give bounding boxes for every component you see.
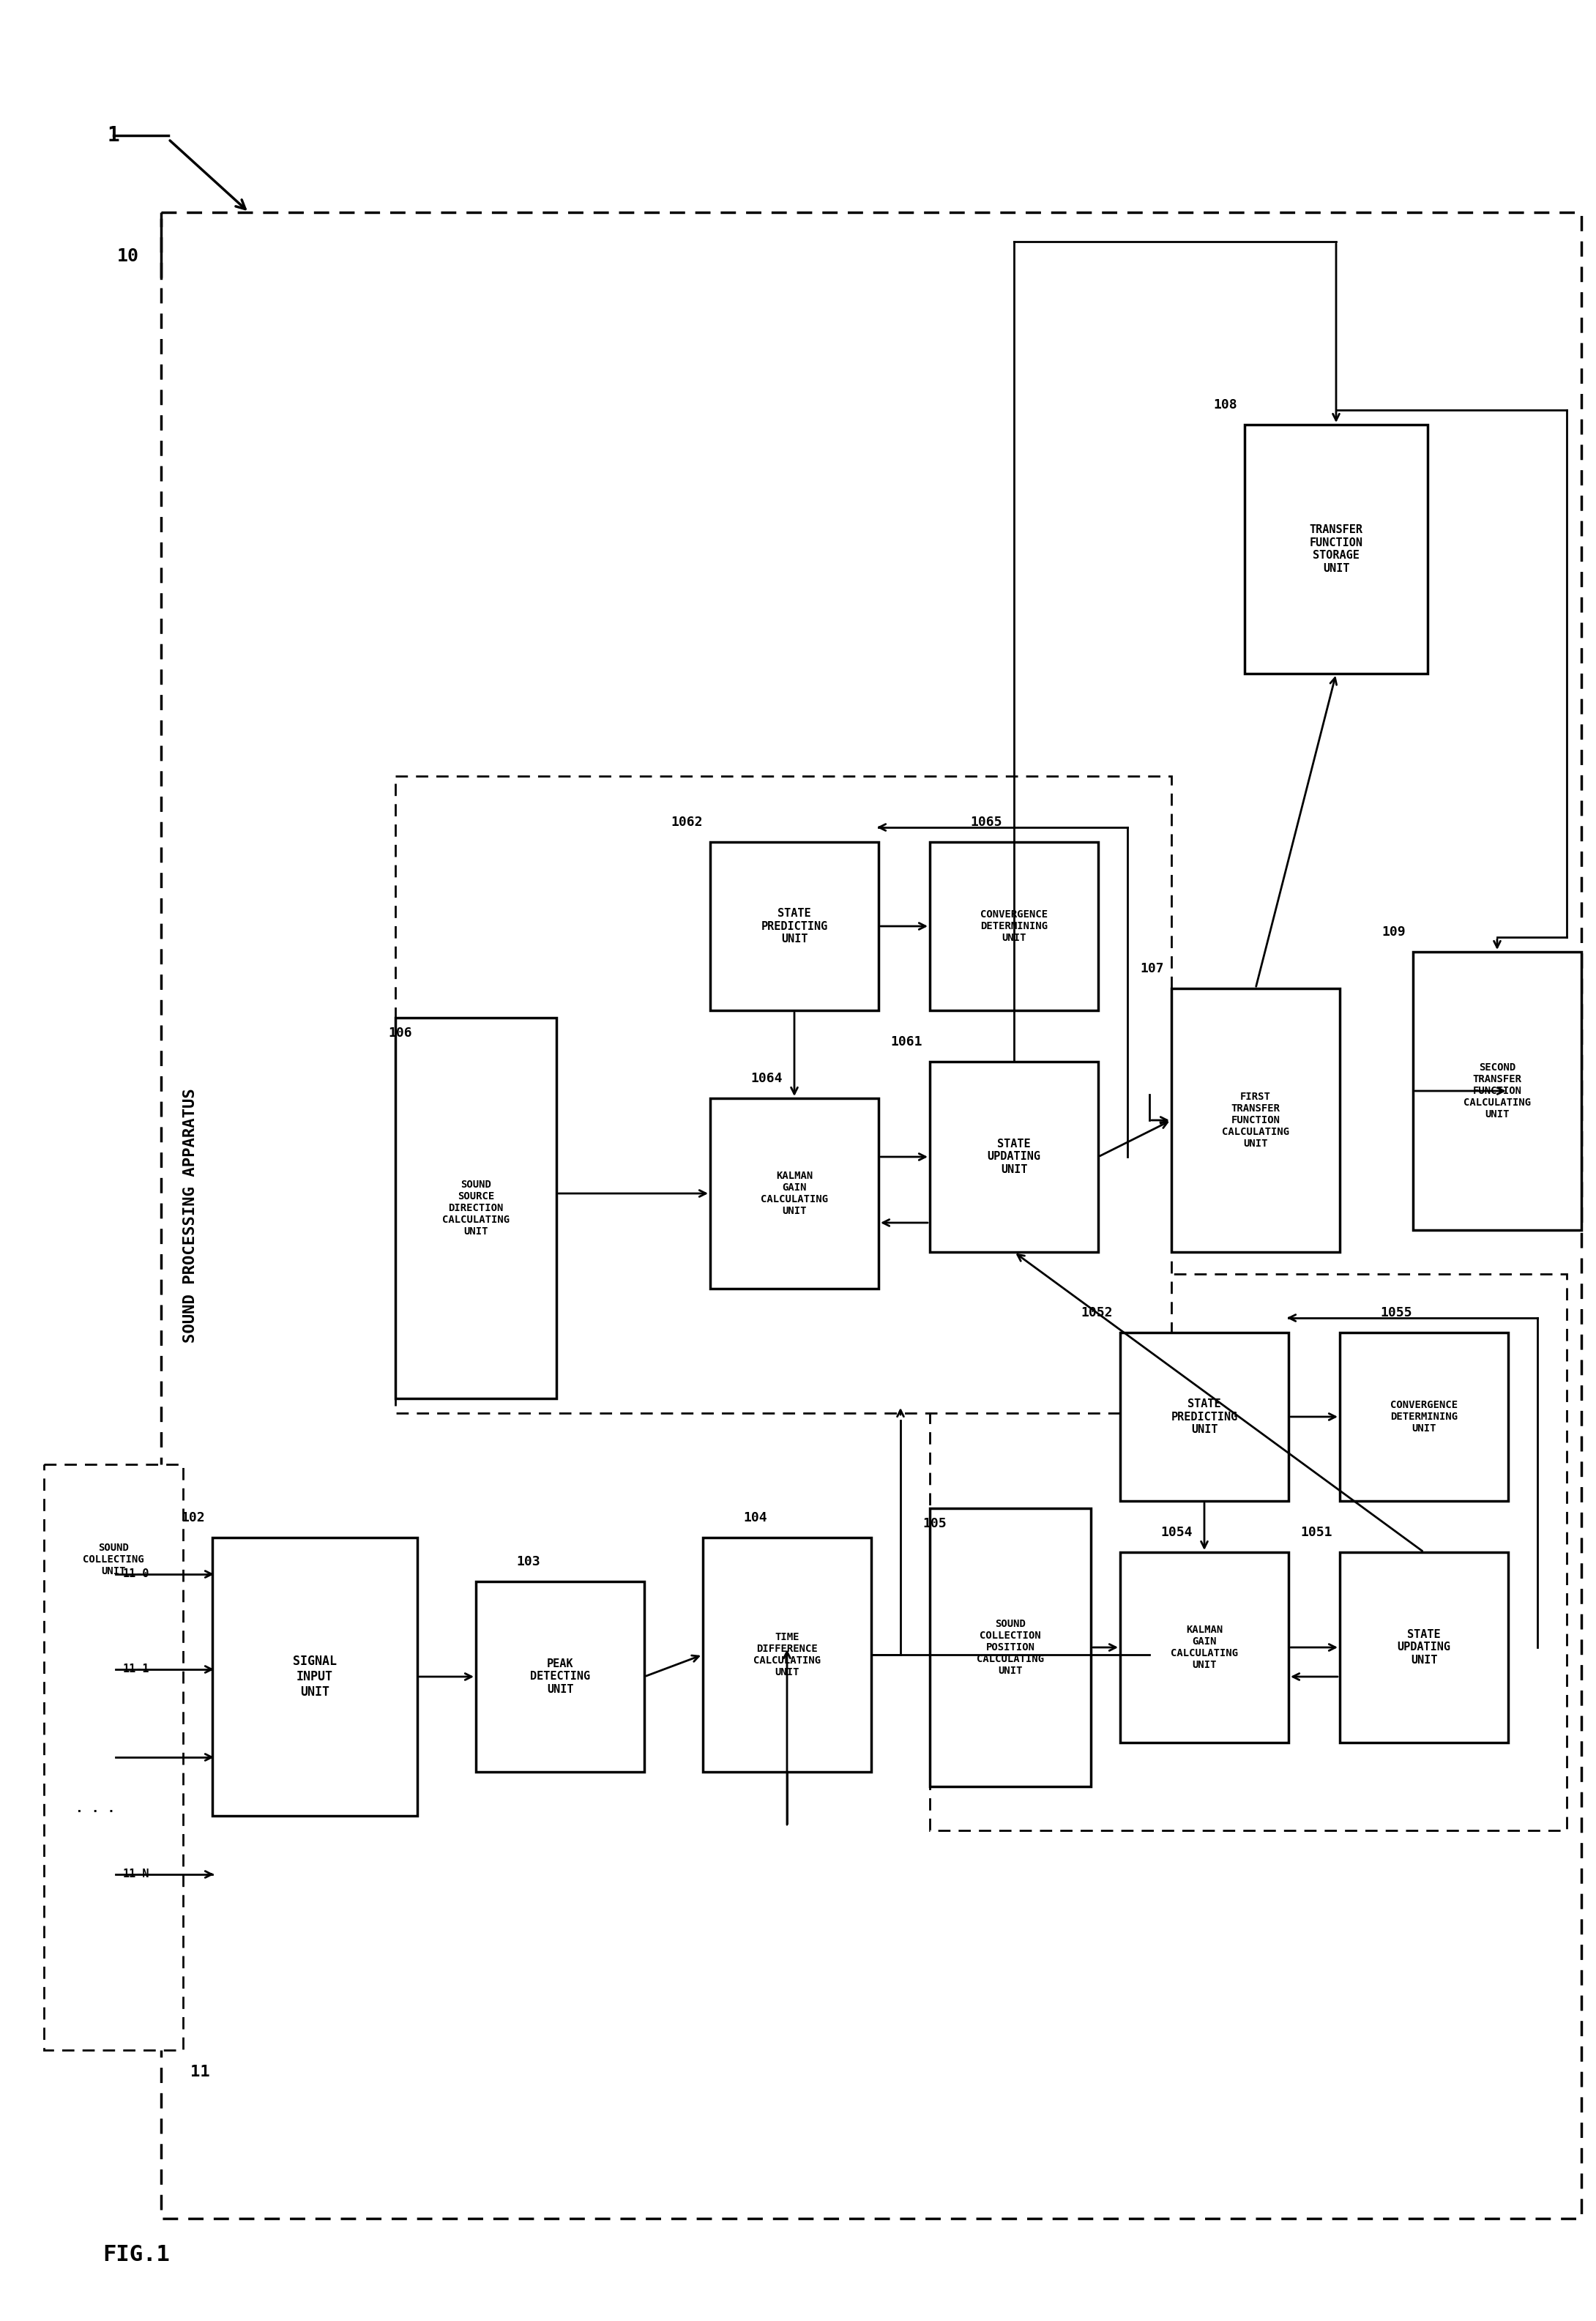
Text: 1055: 1055 — [1381, 1307, 1412, 1318]
Bar — [161, 211, 1582, 2219]
Text: 106: 106 — [388, 1026, 412, 1040]
Circle shape — [75, 1736, 115, 1778]
Text: FIRST
TRANSFER
FUNCTION
CALCULATING
UNIT: FIRST TRANSFER FUNCTION CALCULATING UNIT — [1223, 1091, 1290, 1149]
Text: 11-0: 11-0 — [123, 1569, 150, 1581]
Text: KALMAN
GAIN
CALCULATING
UNIT: KALMAN GAIN CALCULATING UNIT — [1170, 1625, 1238, 1671]
Text: 11-1: 11-1 — [123, 1664, 150, 1676]
Circle shape — [75, 1648, 115, 1690]
Text: STATE
PREDICTING
UNIT: STATE PREDICTING UNIT — [1171, 1400, 1238, 1434]
Text: SECOND
TRANSFER
FUNCTION
CALCULATING
UNIT: SECOND TRANSFER FUNCTION CALCULATING UNI… — [1464, 1063, 1531, 1119]
Text: SOUND
COLLECTION
POSITION
CALCULATING
UNIT: SOUND COLLECTION POSITION CALCULATING UN… — [977, 1618, 1044, 1676]
Text: SOUND
SOURCE
DIRECTION
CALCULATING
UNIT: SOUND SOURCE DIRECTION CALCULATING UNIT — [442, 1179, 509, 1237]
Bar — [710, 843, 878, 1010]
Text: TIME
DIFFERENCE
CALCULATING
UNIT: TIME DIFFERENCE CALCULATING UNIT — [753, 1632, 820, 1678]
Text: STATE
UPDATING
UNIT: STATE UPDATING UNIT — [1396, 1629, 1451, 1666]
Text: SOUND PROCESSING APPARATUS: SOUND PROCESSING APPARATUS — [184, 1089, 198, 1344]
Bar — [702, 1537, 871, 1771]
Text: 10: 10 — [117, 248, 139, 265]
Text: STATE
PREDICTING
UNIT: STATE PREDICTING UNIT — [761, 908, 828, 945]
Text: CONVERGENCE
DETERMINING
UNIT: CONVERGENCE DETERMINING UNIT — [980, 910, 1047, 942]
Circle shape — [75, 1854, 115, 1894]
Bar — [710, 1098, 878, 1288]
Bar — [212, 1537, 417, 1815]
Text: TRANSFER
FUNCTION
STORAGE
UNIT: TRANSFER FUNCTION STORAGE UNIT — [1309, 525, 1363, 573]
Text: 1051: 1051 — [1301, 1525, 1333, 1539]
Text: 11: 11 — [190, 2066, 211, 2080]
Text: 105: 105 — [922, 1518, 946, 1530]
Bar — [930, 843, 1098, 1010]
Text: KALMAN
GAIN
CALCULATING
UNIT: KALMAN GAIN CALCULATING UNIT — [761, 1170, 828, 1216]
Text: 107: 107 — [1140, 963, 1163, 975]
Bar — [396, 1017, 557, 1400]
Bar — [1120, 1553, 1288, 1743]
Text: 1061: 1061 — [891, 1035, 922, 1049]
Text: 1062: 1062 — [670, 815, 702, 829]
Text: 109: 109 — [1382, 926, 1406, 938]
Text: 1065: 1065 — [970, 815, 1002, 829]
Text: 103: 103 — [516, 1555, 539, 1569]
Text: FIG.1: FIG.1 — [102, 2244, 169, 2265]
Text: 102: 102 — [180, 1511, 204, 1525]
Text: . . .: . . . — [75, 1801, 115, 1815]
Bar — [930, 1061, 1098, 1251]
Text: 1052: 1052 — [1080, 1307, 1112, 1318]
Bar — [1339, 1553, 1508, 1743]
Text: 1054: 1054 — [1160, 1525, 1192, 1539]
Text: 104: 104 — [744, 1511, 768, 1525]
Bar — [930, 1509, 1090, 1787]
Text: 1064: 1064 — [750, 1072, 782, 1086]
Text: PEAK
DETECTING
UNIT: PEAK DETECTING UNIT — [530, 1660, 591, 1694]
Bar — [396, 775, 1171, 1413]
Bar — [1120, 1332, 1288, 1502]
Bar — [1171, 989, 1339, 1251]
Text: SOUND
COLLECTING
UNIT: SOUND COLLECTING UNIT — [83, 1543, 144, 1576]
Text: 1: 1 — [107, 125, 120, 146]
Bar — [1339, 1332, 1508, 1502]
Text: 108: 108 — [1213, 399, 1237, 411]
Bar — [1245, 425, 1427, 673]
Circle shape — [75, 1553, 115, 1595]
Text: STATE
UPDATING
UNIT: STATE UPDATING UNIT — [988, 1140, 1041, 1174]
Text: SIGNAL
INPUT
UNIT: SIGNAL INPUT UNIT — [292, 1655, 337, 1699]
Bar — [476, 1581, 645, 1771]
Text: CONVERGENCE
DETERMINING
UNIT: CONVERGENCE DETERMINING UNIT — [1390, 1400, 1457, 1434]
Bar — [45, 1465, 184, 2049]
Text: 11-N: 11-N — [123, 1868, 150, 1880]
Bar — [930, 1274, 1567, 1831]
Bar — [1412, 952, 1582, 1230]
